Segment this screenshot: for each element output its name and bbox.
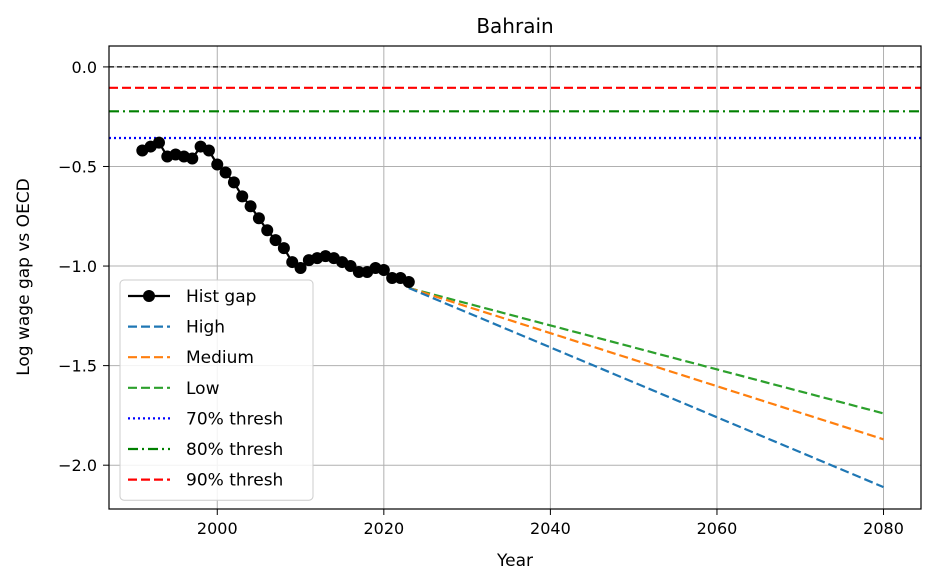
series-line [141, 141, 410, 283]
series-line [408, 286, 884, 415]
y-axis-ticks: 0.0 −0.5 −1.0 −1.5 −2.0 [58, 58, 109, 475]
y-tick-label: 0.0 [72, 58, 97, 77]
y-tick-label: −0.5 [58, 157, 97, 176]
y-axis-label: Log wage gap vs OECD [14, 178, 34, 376]
plot-frame [108, 45, 922, 510]
chart-title: Bahrain [476, 14, 553, 38]
data-point [277, 242, 290, 255]
data-point [236, 190, 249, 203]
data-point [211, 158, 224, 171]
legend-box [119, 279, 314, 501]
reference-lines [109, 66, 921, 140]
legend: Hist gap High Medium Low 70% thresh 80% thres… [119, 279, 314, 501]
data-point [244, 200, 257, 213]
data-point [261, 224, 274, 237]
data-point [219, 166, 232, 179]
series-line [408, 286, 884, 489]
y-tick-label: −2.0 [58, 456, 97, 475]
data-point [252, 212, 265, 225]
x-tick-label: 2000 [197, 519, 238, 538]
data-point [286, 256, 299, 269]
x-tick-label: 2080 [863, 519, 904, 538]
series-line [408, 286, 884, 441]
legend-label: 80% thresh [186, 440, 283, 460]
legend-marker [143, 290, 155, 302]
data-point [186, 152, 199, 165]
legend-label: Medium [186, 348, 254, 368]
legend-label: 90% thresh [186, 471, 283, 491]
data-point [202, 144, 215, 157]
x-tick-label: 2060 [697, 519, 738, 538]
data-point [352, 266, 365, 279]
data-point [377, 264, 390, 277]
x-tick-label: 2020 [363, 519, 404, 538]
data-point [294, 262, 307, 275]
data-point [344, 260, 357, 273]
data-point [386, 271, 399, 284]
x-axis-ticks: 2000 2020 2040 2060 2080 [197, 509, 904, 538]
data-point [269, 234, 282, 247]
grid-lines [109, 46, 921, 509]
x-axis-label: Year [496, 551, 533, 571]
series-lines [136, 136, 884, 489]
legend-label: 70% thresh [186, 409, 283, 429]
data-point [152, 136, 165, 149]
legend-label: Low [186, 379, 220, 399]
data-point [402, 275, 415, 288]
data-point [227, 176, 240, 189]
y-tick-label: −1.0 [58, 257, 97, 276]
legend-label: Hist gap [186, 287, 256, 307]
x-tick-label: 2040 [530, 519, 571, 538]
legend-label: High [186, 318, 225, 338]
y-tick-label: −1.5 [58, 357, 97, 376]
